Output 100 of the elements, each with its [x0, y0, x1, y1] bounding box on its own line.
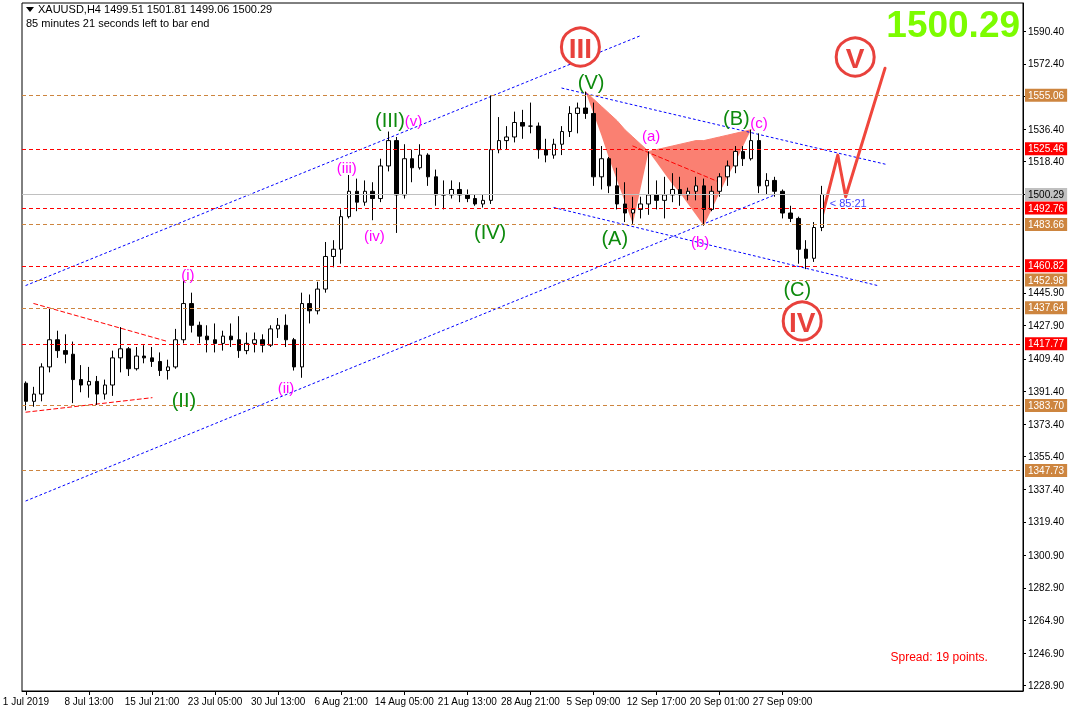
ref-line-label: 1483.66 — [1028, 219, 1065, 230]
candlestick — [142, 344, 146, 364]
candlestick — [520, 109, 525, 140]
y-tick-label: 1228.90 — [1028, 680, 1065, 692]
candlestick — [229, 322, 233, 348]
candlestick — [126, 346, 131, 377]
candlestick — [497, 116, 501, 154]
candlestick — [741, 145, 745, 167]
ref-line-label: 1437.64 — [1028, 302, 1065, 314]
candlestick — [39, 362, 44, 402]
candlestick — [402, 143, 407, 200]
candlestick — [363, 179, 367, 207]
candlestick — [757, 132, 761, 194]
annotation: (V) — [577, 70, 605, 93]
x-tick-label: 20 Sep 01:00 — [689, 695, 750, 707]
x-tick-label: 27 Sep 09:00 — [752, 695, 813, 707]
candlestick — [213, 322, 217, 353]
candlestick — [591, 102, 596, 187]
annotation: (B) — [723, 106, 750, 129]
annotation: (a) — [641, 126, 661, 144]
ref-line-label: 1525.46 — [1028, 143, 1065, 155]
candlestick — [244, 332, 249, 355]
candlestick — [662, 176, 667, 219]
candlestick — [339, 208, 343, 265]
x-tick-label: 12 Sep 17:00 — [626, 695, 687, 707]
y-tick-label: 1572.40 — [1028, 58, 1065, 70]
candlestick — [646, 150, 651, 216]
candlestick — [347, 174, 351, 219]
x-tick-label: 8 Jul 13:00 — [64, 695, 114, 707]
x-tick-label: 14 Aug 05:00 — [374, 695, 435, 707]
ref-line-label: 1492.76 — [1028, 202, 1065, 214]
y-tick-label: 1427.90 — [1028, 319, 1065, 331]
annotation: IV — [788, 306, 816, 338]
candlestick — [678, 176, 682, 207]
candlestick — [315, 281, 320, 315]
candlestick — [300, 292, 304, 379]
x-tick-label: 23 Jul 05:00 — [187, 695, 243, 707]
candlestick — [134, 346, 139, 372]
candlestick — [323, 241, 328, 294]
candlestick — [788, 205, 793, 223]
candlestick — [71, 341, 75, 404]
candlestick — [307, 293, 312, 324]
y-tick-label: 1373.40 — [1028, 418, 1065, 430]
chart-title: XAUUSD,H4 1499.51 1501.81 1499.06 1500.29 — [38, 2, 273, 15]
candlestick — [615, 167, 619, 210]
y-tick-label: 1264.90 — [1028, 615, 1065, 627]
candlestick — [702, 178, 706, 227]
candlestick — [725, 160, 730, 187]
x-tick-label: 28 Aug 21:00 — [500, 695, 561, 707]
candlestick — [504, 125, 509, 151]
candlestick — [804, 239, 808, 270]
candlestick — [197, 321, 202, 344]
ref-line-label: 1460.82 — [1028, 260, 1065, 272]
candlestick — [79, 364, 83, 393]
candlestick — [560, 125, 564, 156]
annotation: Spread: 19 points. — [890, 650, 988, 664]
candlestick — [654, 179, 659, 210]
annotation: (i) — [181, 265, 195, 283]
candlestick — [63, 333, 68, 364]
annotation: < 85:21 — [829, 197, 867, 209]
y-tick-label: 1445.90 — [1028, 287, 1065, 299]
y-tick-label: 1391.40 — [1028, 386, 1065, 398]
candlestick — [260, 333, 265, 353]
annotation: (c) — [750, 113, 768, 131]
candlestick — [749, 129, 753, 162]
candlestick — [378, 158, 383, 203]
annotation: III — [568, 32, 593, 64]
candlestick — [55, 330, 60, 359]
candlestick — [118, 326, 123, 373]
candlestick — [394, 136, 399, 234]
annotation: (iv) — [363, 226, 385, 244]
candlestick — [796, 216, 801, 265]
candlestick — [812, 221, 816, 263]
candlestick — [166, 359, 170, 381]
x-tick-label: 1 Jul 2019 — [2, 695, 50, 707]
candlestick — [173, 328, 178, 370]
candlestick — [441, 179, 446, 210]
candlestick — [355, 178, 359, 212]
x-tick-label: 5 Sep 09:00 — [566, 695, 621, 707]
x-tick-label: 6 Aug 21:00 — [314, 695, 369, 707]
candlestick — [670, 172, 675, 203]
candlestick — [292, 337, 296, 372]
candlestick — [528, 102, 533, 134]
candlestick — [481, 194, 485, 209]
annotation: (C) — [783, 278, 812, 300]
y-tick-label: 1300.90 — [1028, 549, 1065, 561]
x-tick-label: 30 Jul 13:00 — [250, 695, 306, 707]
candlestick — [205, 324, 209, 353]
candlestick — [268, 324, 273, 348]
y-tick-label: 1319.40 — [1028, 516, 1065, 528]
candlestick — [575, 102, 580, 134]
y-tick-label: 1590.40 — [1028, 25, 1065, 37]
y-tick-label: 1518.40 — [1028, 156, 1065, 168]
ref-line-label: 1383.70 — [1028, 399, 1065, 411]
candlestick — [465, 188, 470, 203]
candlestick — [820, 185, 824, 232]
candlestick — [512, 111, 517, 143]
y-tick-label: 1409.40 — [1028, 353, 1065, 365]
annotation: (IV) — [474, 221, 507, 243]
candlestick — [434, 169, 438, 207]
